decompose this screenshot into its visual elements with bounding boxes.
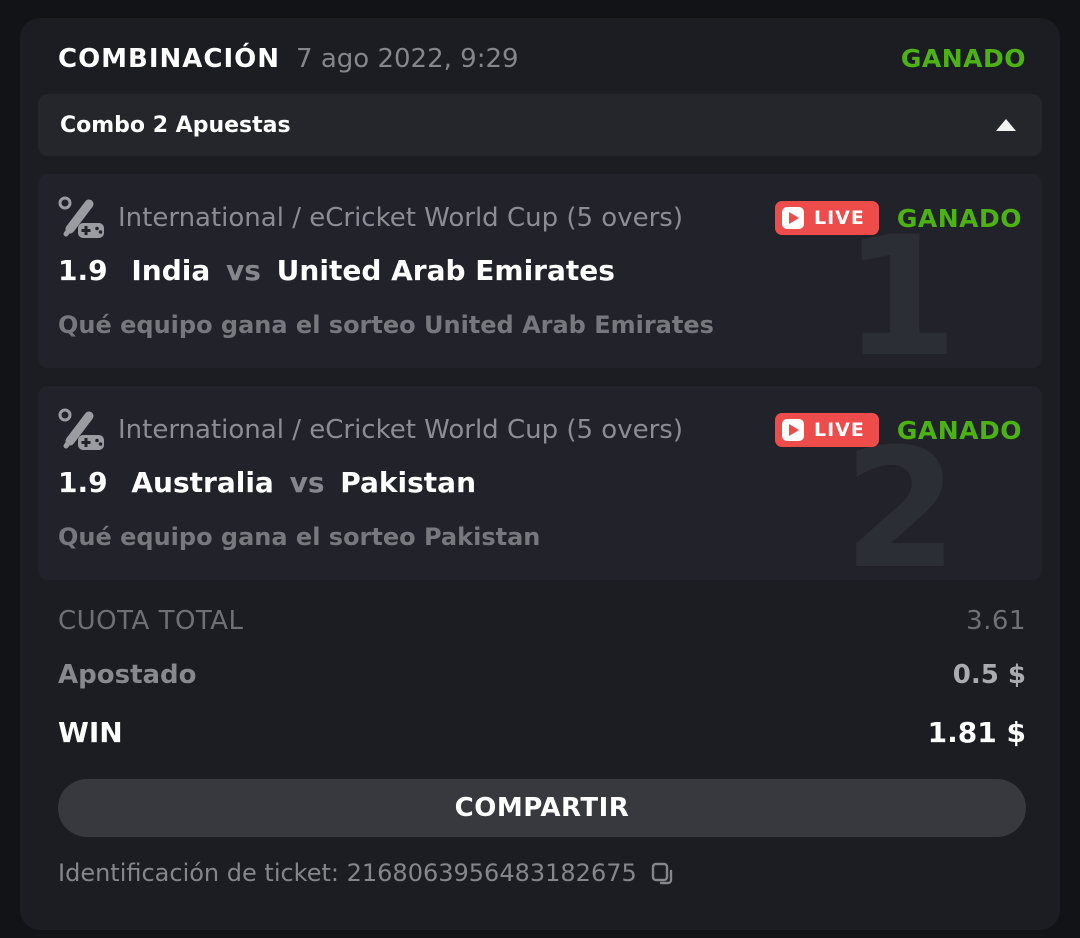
bet-market-description: Qué equipo gana el sorteo Pakistan bbox=[58, 523, 541, 551]
bet-card-2: 2 International / eCricket World Cup (5 … bbox=[38, 386, 1042, 580]
win-row: WIN 1.81 $ bbox=[58, 716, 1026, 749]
bet-card-1: 1 International / eCricket World Cup (5 … bbox=[38, 174, 1042, 368]
bet-number-watermark: 1 bbox=[843, 201, 958, 369]
home-team: Australia bbox=[131, 466, 274, 499]
ticket-header: COMBINACIÓN 7 ago 2022, 9:29 GANADO bbox=[20, 18, 1060, 92]
ticket-id-value: 2168063956483182675 bbox=[346, 859, 637, 887]
bet-selection-line: 1.9 Australia vs Pakistan bbox=[58, 466, 1022, 499]
bet-number-watermark: 2 bbox=[843, 413, 958, 581]
bet-odds: 1.9 bbox=[58, 254, 108, 287]
combo-label: Combo 2 Apuestas bbox=[60, 112, 291, 138]
stake-label: Apostado bbox=[58, 660, 197, 690]
ticket-id-row: Identificación de ticket: 21680639564831… bbox=[58, 859, 1026, 887]
live-badge: LIVE bbox=[774, 201, 879, 235]
esports-cricket-icon bbox=[58, 408, 104, 450]
bet-status-badge: GANADO bbox=[896, 415, 1022, 445]
ticket-date: 7 ago 2022, 9:29 bbox=[296, 44, 519, 74]
totals-section: CUOTA TOTAL 3.61 Apostado 0.5 $ WIN 1.81… bbox=[20, 580, 1060, 749]
copy-icon[interactable] bbox=[649, 860, 675, 886]
stake-value: 0.5 $ bbox=[952, 660, 1026, 690]
vs-label: vs bbox=[289, 466, 325, 499]
win-value: 1.81 $ bbox=[927, 716, 1026, 749]
play-icon bbox=[781, 419, 804, 441]
away-team: United Arab Emirates bbox=[276, 254, 615, 287]
bet-market-description: Qué equipo gana el sorteo United Arab Em… bbox=[58, 311, 714, 339]
chevron-up-icon[interactable] bbox=[996, 119, 1016, 131]
win-label: WIN bbox=[58, 716, 123, 749]
away-team: Pakistan bbox=[340, 466, 476, 499]
ticket-status-badge: GANADO bbox=[900, 44, 1026, 73]
bet-ticket-panel: COMBINACIÓN 7 ago 2022, 9:29 GANADO Comb… bbox=[20, 18, 1060, 930]
total-odds-value: 3.61 bbox=[966, 606, 1026, 636]
ticket-type-title: COMBINACIÓN bbox=[58, 44, 281, 74]
bet-status-badge: GANADO bbox=[896, 203, 1022, 233]
share-button[interactable]: COMPARTIR bbox=[58, 779, 1026, 837]
esports-cricket-icon bbox=[58, 196, 104, 238]
league-name: International / eCricket World Cup (5 ov… bbox=[118, 203, 683, 233]
home-team: India bbox=[131, 254, 211, 287]
play-icon bbox=[781, 207, 804, 229]
ticket-id-label: Identificación de ticket: bbox=[58, 859, 339, 887]
bet-odds: 1.9 bbox=[58, 466, 108, 499]
combo-accordion-header[interactable]: Combo 2 Apuestas bbox=[38, 94, 1042, 156]
live-badge: LIVE bbox=[774, 413, 879, 447]
total-odds-row: CUOTA TOTAL 3.61 bbox=[58, 606, 1026, 636]
stake-row: Apostado 0.5 $ bbox=[58, 660, 1026, 690]
league-name: International / eCricket World Cup (5 ov… bbox=[118, 415, 683, 445]
bet-selection-line: 1.9 India vs United Arab Emirates bbox=[58, 254, 1022, 287]
vs-label: vs bbox=[226, 254, 261, 287]
total-odds-label: CUOTA TOTAL bbox=[58, 606, 244, 636]
